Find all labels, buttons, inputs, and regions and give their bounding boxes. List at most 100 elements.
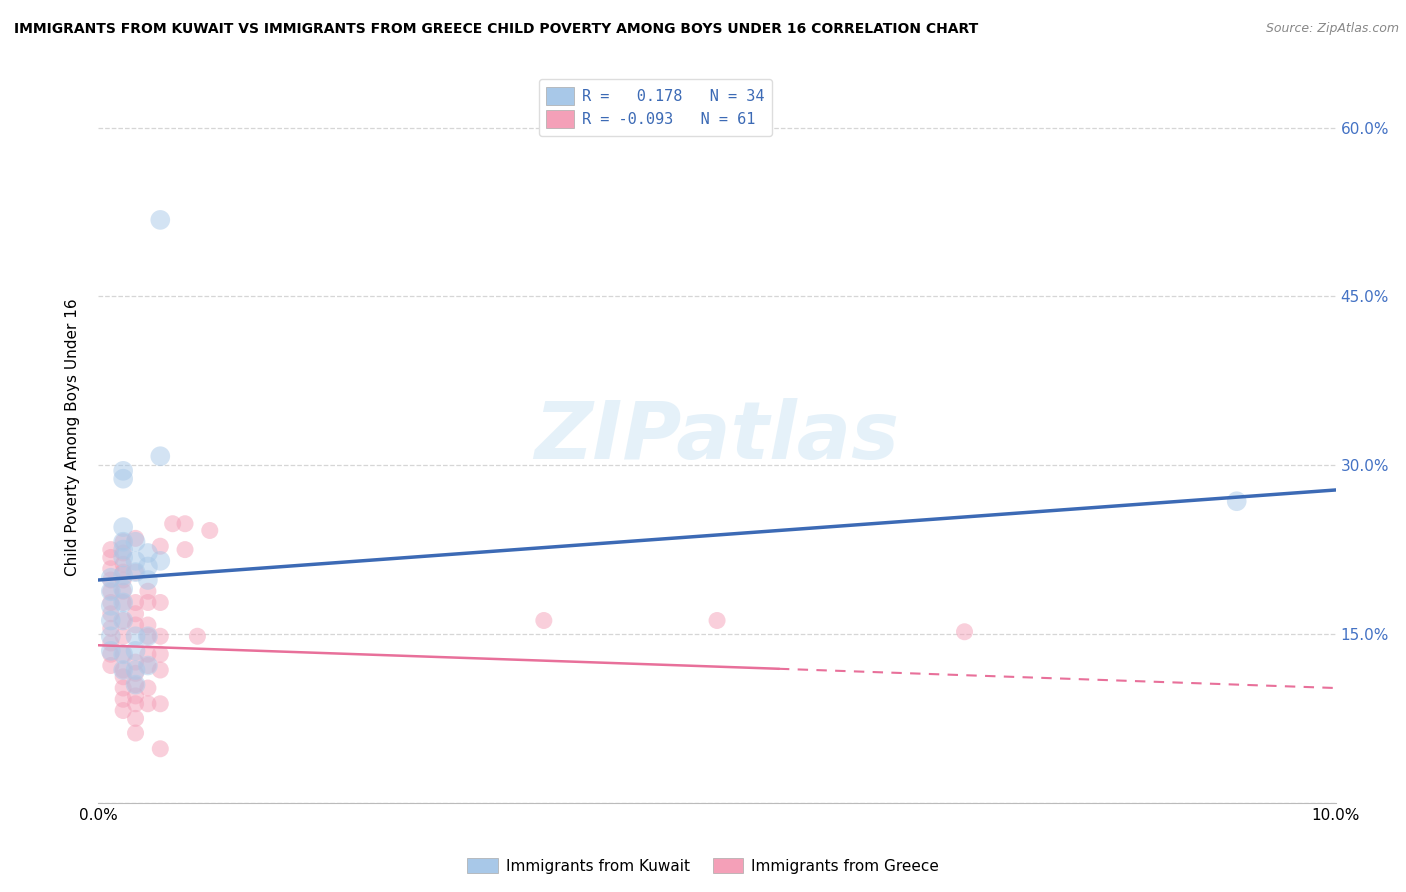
Point — [186, 629, 208, 643]
Point — [112, 568, 135, 582]
Point — [136, 697, 159, 711]
Point — [100, 621, 122, 635]
Point — [112, 663, 135, 677]
Point — [124, 565, 146, 579]
Point — [112, 681, 135, 695]
Point — [174, 542, 197, 557]
Point — [124, 618, 146, 632]
Point — [124, 565, 146, 579]
Point — [124, 655, 146, 669]
Text: IMMIGRANTS FROM KUWAIT VS IMMIGRANTS FROM GREECE CHILD POVERTY AMONG BOYS UNDER : IMMIGRANTS FROM KUWAIT VS IMMIGRANTS FRO… — [14, 22, 979, 37]
Point — [100, 595, 122, 609]
Point — [174, 516, 197, 531]
Point — [124, 607, 146, 621]
Point — [100, 658, 122, 673]
Point — [112, 647, 135, 661]
Point — [149, 663, 172, 677]
Point — [112, 595, 135, 609]
Point — [112, 558, 135, 572]
Point — [149, 449, 172, 463]
Point — [124, 629, 146, 643]
Point — [136, 618, 159, 632]
Point — [124, 697, 146, 711]
Point — [100, 644, 122, 658]
Point — [112, 565, 135, 579]
Y-axis label: Child Poverty Among Boys Under 16: Child Poverty Among Boys Under 16 — [65, 298, 80, 576]
Point — [112, 704, 135, 718]
Point — [100, 542, 122, 557]
Point — [136, 629, 159, 643]
Point — [124, 595, 146, 609]
Point — [124, 554, 146, 568]
Point — [136, 595, 159, 609]
Point — [136, 647, 159, 661]
Point — [706, 614, 728, 628]
Point — [124, 689, 146, 703]
Point — [112, 542, 135, 557]
Point — [100, 571, 122, 585]
Point — [124, 534, 146, 549]
Text: ZIPatlas: ZIPatlas — [534, 398, 900, 476]
Legend: R =   0.178   N = 34, R = -0.093   N = 61: R = 0.178 N = 34, R = -0.093 N = 61 — [538, 79, 772, 136]
Point — [1226, 494, 1249, 508]
Point — [112, 582, 135, 596]
Point — [112, 584, 135, 599]
Point — [100, 614, 122, 628]
Point — [136, 629, 159, 643]
Point — [198, 524, 221, 538]
Point — [149, 647, 172, 661]
Point — [136, 546, 159, 560]
Point — [149, 554, 172, 568]
Point — [112, 663, 135, 677]
Point — [112, 546, 135, 560]
Point — [124, 678, 146, 692]
Point — [100, 550, 122, 565]
Point — [112, 534, 135, 549]
Point — [953, 624, 976, 639]
Point — [112, 692, 135, 706]
Point — [100, 573, 122, 587]
Point — [100, 636, 122, 650]
Point — [112, 670, 135, 684]
Point — [112, 614, 135, 628]
Point — [149, 595, 172, 609]
Point — [124, 678, 146, 692]
Point — [136, 584, 159, 599]
Point — [112, 550, 135, 565]
Point — [136, 559, 159, 574]
Point — [100, 629, 122, 643]
Text: Source: ZipAtlas.com: Source: ZipAtlas.com — [1265, 22, 1399, 36]
Point — [162, 516, 184, 531]
Point — [136, 658, 159, 673]
Point — [124, 711, 146, 725]
Point — [100, 607, 122, 621]
Legend: Immigrants from Kuwait, Immigrants from Greece: Immigrants from Kuwait, Immigrants from … — [461, 852, 945, 880]
Point — [100, 562, 122, 576]
Point — [112, 629, 135, 643]
Point — [112, 464, 135, 478]
Point — [149, 213, 172, 227]
Point — [100, 584, 122, 599]
Point — [149, 539, 172, 553]
Point — [533, 614, 555, 628]
Point — [124, 666, 146, 681]
Point — [112, 573, 135, 587]
Point — [149, 741, 172, 756]
Point — [149, 697, 172, 711]
Point — [136, 681, 159, 695]
Point — [100, 584, 122, 599]
Point — [112, 472, 135, 486]
Point — [112, 595, 135, 609]
Point — [100, 647, 122, 661]
Point — [136, 573, 159, 587]
Point — [112, 520, 135, 534]
Point — [124, 532, 146, 546]
Point — [136, 658, 159, 673]
Point — [124, 644, 146, 658]
Point — [112, 647, 135, 661]
Point — [112, 534, 135, 549]
Point — [100, 599, 122, 613]
Point — [112, 614, 135, 628]
Point — [149, 629, 172, 643]
Point — [124, 726, 146, 740]
